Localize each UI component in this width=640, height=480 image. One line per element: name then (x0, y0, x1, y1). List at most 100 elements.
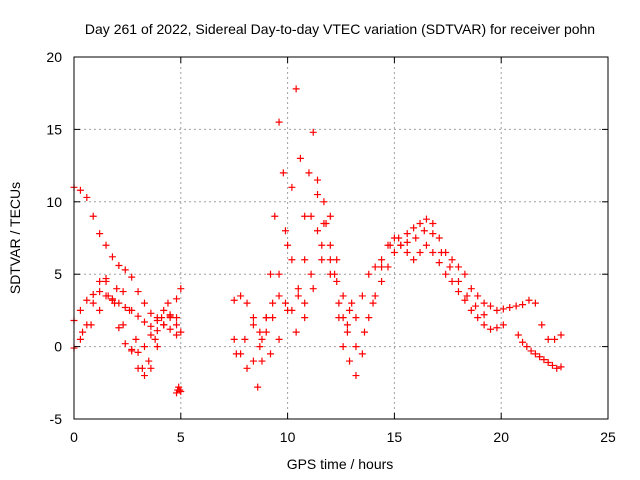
data-point (403, 248, 411, 256)
data-point (96, 277, 104, 285)
data-point (531, 350, 539, 358)
data-point (352, 314, 360, 322)
data-point (410, 224, 418, 232)
data-point (536, 353, 544, 361)
data-point (301, 314, 309, 322)
data-point (322, 220, 330, 228)
data-point (318, 256, 326, 264)
data-point (134, 312, 142, 320)
data-point (284, 241, 292, 249)
data-point (378, 256, 386, 264)
data-point (519, 301, 527, 309)
data-point (346, 357, 354, 365)
data-point (487, 325, 495, 333)
data-point (346, 306, 354, 314)
data-point (147, 364, 155, 372)
data-point (467, 306, 475, 314)
data-point (378, 277, 386, 285)
data-point (395, 234, 403, 242)
data-point (232, 350, 240, 358)
data-point (461, 296, 469, 304)
data-point (140, 372, 148, 380)
data-point (527, 347, 535, 355)
data-point (281, 299, 289, 307)
data-point (267, 270, 275, 278)
data-point (309, 285, 317, 293)
data-point (403, 230, 411, 238)
data-point (121, 304, 129, 312)
x-tick-label: 15 (387, 429, 403, 445)
data-point (269, 299, 277, 307)
data-point (461, 270, 469, 278)
data-point (241, 335, 249, 343)
data-point (256, 328, 264, 336)
data-point (397, 241, 405, 249)
data-point (153, 343, 161, 351)
data-point (384, 263, 392, 271)
y-axis-label: SDTVAR / TECUs (7, 182, 23, 294)
y-tick-label: 5 (54, 266, 62, 282)
data-point (557, 331, 565, 339)
data-point (89, 299, 97, 307)
data-point (151, 335, 159, 343)
data-point (275, 270, 283, 278)
data-point (339, 343, 347, 351)
data-point (147, 322, 155, 330)
data-point (254, 383, 262, 391)
data-point (348, 299, 356, 307)
data-point (140, 299, 148, 307)
data-point (288, 183, 296, 191)
data-point (429, 248, 437, 256)
data-point (448, 256, 456, 264)
data-point (115, 324, 123, 332)
data-point (519, 338, 527, 346)
data-marks (70, 85, 565, 397)
x-tick-label: 10 (280, 429, 296, 445)
data-point (463, 292, 471, 300)
data-point (96, 288, 104, 296)
data-point (249, 357, 257, 365)
data-point (281, 227, 289, 235)
data-point (314, 176, 322, 184)
data-point (514, 331, 522, 339)
data-point (153, 327, 161, 335)
data-point (230, 296, 238, 304)
data-point (279, 169, 287, 177)
data-point (512, 302, 520, 310)
data-point (243, 299, 251, 307)
data-point (256, 343, 264, 351)
x-tick-label: 0 (70, 429, 78, 445)
data-point (249, 314, 257, 322)
data-point (294, 292, 302, 300)
data-point (343, 328, 351, 336)
data-point (352, 343, 360, 351)
data-point (262, 328, 270, 336)
data-point (320, 198, 328, 206)
data-point (230, 335, 238, 343)
data-point (140, 343, 148, 351)
data-point (113, 285, 121, 293)
data-point (305, 169, 313, 177)
data-point (164, 299, 172, 307)
data-point (288, 256, 296, 264)
data-point (301, 212, 309, 220)
data-point (360, 328, 368, 336)
data-point (371, 292, 379, 300)
data-point (134, 288, 142, 296)
data-point (173, 314, 181, 322)
data-point (275, 118, 283, 126)
data-point (335, 314, 343, 322)
series-track-8 (230, 198, 507, 380)
data-point (121, 266, 129, 274)
data-point (292, 85, 300, 93)
data-point (499, 305, 507, 313)
data-point (369, 299, 377, 307)
data-point (271, 212, 279, 220)
data-point (480, 299, 488, 307)
data-point (548, 361, 556, 369)
data-point (309, 128, 317, 136)
data-point (111, 299, 119, 307)
data-point (158, 314, 166, 322)
data-point (422, 241, 430, 249)
